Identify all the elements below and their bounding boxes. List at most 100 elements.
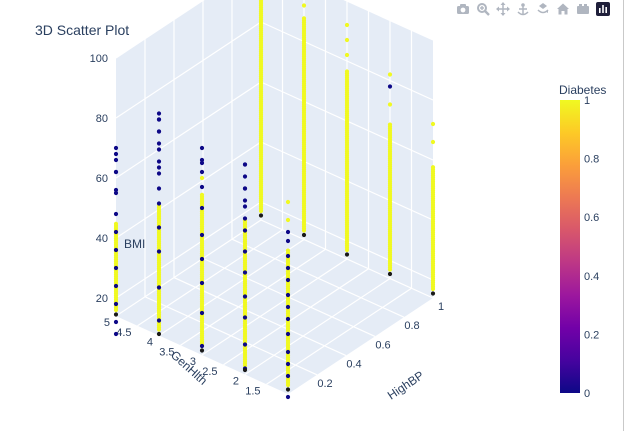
turntable-icon[interactable] (534, 2, 552, 16)
data-point (113, 229, 119, 235)
data-point (301, 232, 307, 238)
data-point (156, 165, 162, 170)
data-point (285, 316, 291, 322)
z-tick-label: 100 (90, 53, 108, 65)
data-point (113, 221, 119, 226)
colorbar-tick-label: 0.4 (584, 271, 599, 283)
data-point (285, 238, 291, 244)
data-point (199, 157, 205, 163)
chart-title: 3D Scatter Plot (35, 22, 130, 38)
data-point (387, 271, 393, 277)
y-tick-label: 2 (233, 376, 239, 388)
camera-icon[interactable] (454, 2, 472, 16)
data-point (242, 186, 248, 191)
data-point (285, 361, 291, 367)
data-point (242, 216, 248, 221)
data-point (113, 331, 119, 337)
x-tick-label: 1 (438, 301, 444, 313)
z-tick-label: 80 (96, 113, 108, 125)
point-column (242, 162, 248, 373)
data-point (242, 198, 248, 203)
data-point (156, 171, 162, 176)
data-point (242, 342, 248, 347)
colorbar-tick-label: 1 (584, 95, 590, 107)
point-column (387, 72, 393, 277)
data-point (242, 204, 248, 209)
pan-icon[interactable] (494, 2, 512, 16)
y-tick-label: 4 (147, 337, 153, 349)
data-point (156, 225, 162, 230)
data-point (113, 301, 119, 307)
data-point (258, 213, 264, 218)
data-points (113, 0, 436, 400)
data-point (242, 367, 248, 373)
data-point (156, 117, 162, 122)
x-tick-label: 0.6 (375, 339, 390, 351)
data-point (258, 0, 264, 4)
data-point (113, 211, 119, 217)
data-point (242, 162, 248, 167)
orbit-icon[interactable] (514, 2, 532, 16)
data-point (199, 343, 205, 349)
colorbar-title: Diabetes (559, 83, 606, 97)
colorbar-tick-label: 0 (584, 388, 590, 400)
data-point (242, 249, 248, 254)
data-point (156, 186, 162, 191)
data-point (285, 248, 291, 253)
back-plane-genhlth (116, 0, 261, 316)
data-point (113, 190, 119, 196)
data-point (156, 141, 162, 146)
data-point (285, 373, 291, 379)
data-point (285, 304, 291, 310)
point-column (430, 121, 436, 296)
reset-camera-icon[interactable] (554, 2, 572, 16)
x-axis-title: HighBP (385, 368, 427, 402)
data-point (113, 157, 119, 163)
data-point (199, 160, 205, 166)
data-point (285, 349, 291, 355)
data-point (301, 16, 307, 21)
data-point (387, 84, 393, 89)
point-column (258, 0, 264, 218)
x-tick-label: 0.8 (404, 320, 419, 332)
data-point (113, 283, 119, 289)
data-point (156, 318, 162, 323)
zoom-icon[interactable] (474, 2, 492, 16)
data-point (113, 169, 119, 175)
plotly-logo-icon[interactable] (594, 2, 612, 16)
data-point (387, 72, 393, 77)
data-point (285, 265, 291, 271)
data-point (156, 129, 162, 134)
data-point (113, 265, 119, 271)
data-point (156, 111, 162, 116)
data-point (156, 331, 162, 337)
point-column (344, 22, 350, 257)
data-point (285, 229, 291, 235)
data-point (430, 121, 436, 127)
point-column (199, 145, 205, 353)
colorbar: Diabetes 0 0.2 0.4 0.6 0.8 1 (559, 83, 606, 400)
data-point (199, 232, 205, 238)
data-point (113, 319, 119, 325)
data-point (242, 174, 248, 179)
data-point (301, 3, 307, 8)
data-point (242, 294, 248, 299)
hover-icon[interactable] (574, 2, 592, 16)
data-point (156, 159, 162, 164)
data-point (199, 145, 205, 151)
tick-labels: 20 40 60 80 100 1.5 2 2.5 3 3.5 4 4.5 5 0.2 0.4 0.6 0.8 1 (90, 53, 444, 397)
y-tick-label: 3 (190, 356, 196, 368)
data-point (113, 312, 119, 317)
colorbar-tick-label: 0.6 (584, 212, 599, 224)
data-point (285, 199, 291, 205)
data-point (387, 122, 393, 127)
point-column (301, 3, 307, 238)
y-tick-label: 5 (104, 317, 110, 329)
point-column (285, 199, 291, 400)
colorbar-tick-label: 0.2 (584, 329, 599, 341)
data-point (199, 192, 205, 197)
point-column (113, 145, 119, 337)
data-point (285, 387, 291, 392)
